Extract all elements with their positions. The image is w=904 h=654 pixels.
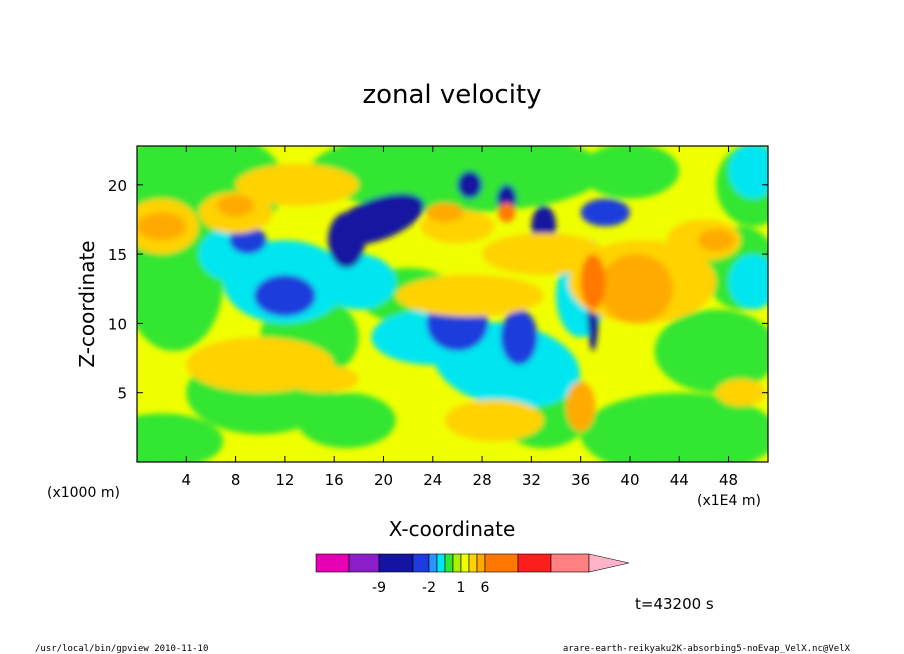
x-tick-label: 8	[231, 471, 241, 489]
colorbar-swatch	[476, 553, 486, 573]
field-region	[284, 364, 359, 393]
colorbar-swatch	[378, 553, 414, 573]
field-region	[395, 274, 544, 317]
field-region	[599, 254, 674, 324]
field-region	[697, 229, 735, 252]
x-ticks: 4 8 12 16 20 24 28 32 36 40 44 48	[182, 146, 738, 489]
colorbar-swatch	[517, 553, 552, 573]
colorbar-swatch	[550, 553, 590, 573]
colorbar-label: 6	[481, 580, 490, 596]
field-region	[217, 194, 255, 217]
colorbar-swatch	[452, 553, 462, 573]
colorbar-arrow	[588, 553, 630, 573]
x-tick-label: 44	[670, 471, 689, 489]
x-axis-unit: (x1E4 m)	[697, 493, 761, 509]
field-region	[309, 146, 606, 213]
field-region	[321, 254, 396, 310]
field-region	[580, 254, 606, 310]
y-tick-label: 10	[108, 315, 127, 333]
colorbar-swatch	[460, 553, 470, 573]
colorbar-swatch	[412, 553, 430, 573]
x-tick-label: 20	[374, 471, 393, 489]
y-tick-label: 20	[108, 177, 127, 195]
x-tick-label: 24	[423, 471, 442, 489]
colorbar-swatch	[484, 553, 519, 573]
field-region	[457, 170, 483, 199]
footer-left: /usr/local/bin/gpview 2010-11-10	[35, 644, 208, 654]
field-region	[654, 309, 768, 393]
colorbar-swatch	[428, 553, 438, 573]
y-axis-label: Z-coordinate	[75, 240, 99, 367]
field-region	[580, 392, 768, 462]
time-label: t=43200 s	[635, 595, 714, 613]
field-region	[728, 146, 768, 199]
field-region	[482, 233, 606, 275]
field-region	[580, 198, 630, 227]
x-tick-label: 4	[182, 471, 192, 489]
footer-right: arare-earth-reikyaku2K-absorbing5-noEvap…	[563, 644, 851, 654]
field-region	[254, 274, 316, 317]
y-ticks: 5 10 15 20	[108, 177, 768, 403]
x-tick-label: 40	[620, 471, 639, 489]
colorbar-swatch	[468, 553, 478, 573]
field-region	[445, 399, 544, 442]
field-region	[580, 146, 680, 199]
x-axis-label: X-coordinate	[389, 517, 516, 541]
field-region	[297, 392, 396, 449]
colorbar	[315, 553, 630, 573]
field-region	[235, 164, 359, 206]
field-region	[500, 309, 538, 365]
colorbar-label: -2	[422, 580, 436, 596]
colorbar-swatch	[348, 553, 380, 573]
x-tick-label: 48	[719, 471, 738, 489]
colorbar-swatch	[436, 553, 446, 573]
chart-title: zonal velocity	[362, 80, 541, 110]
y-tick-label: 15	[108, 246, 127, 264]
x-tick-label: 28	[473, 471, 492, 489]
field-region	[498, 202, 516, 223]
field-region	[328, 212, 365, 268]
colorbar-swatch	[315, 553, 350, 573]
colorbar-labels: -9 -2 1 6	[372, 580, 490, 596]
colorbar-label: 1	[457, 580, 466, 596]
plot-frame	[136, 145, 769, 463]
field-region	[565, 381, 596, 432]
plot-area	[137, 146, 768, 462]
colorbar-swatch	[444, 553, 454, 573]
y-axis-unit: (x1000 m)	[47, 485, 120, 501]
field-region	[137, 212, 187, 241]
x-tick-label: 16	[325, 471, 344, 489]
x-tick-label: 36	[571, 471, 590, 489]
field-region	[426, 202, 464, 223]
field-region	[137, 413, 224, 462]
x-tick-label: 32	[522, 471, 541, 489]
field-region	[229, 226, 267, 255]
x-tick-label: 12	[275, 471, 294, 489]
field-region	[728, 254, 768, 310]
y-tick-label: 5	[117, 385, 127, 403]
velocity-field	[137, 146, 768, 462]
field-region	[716, 378, 766, 407]
colorbar-label: -9	[372, 580, 386, 596]
